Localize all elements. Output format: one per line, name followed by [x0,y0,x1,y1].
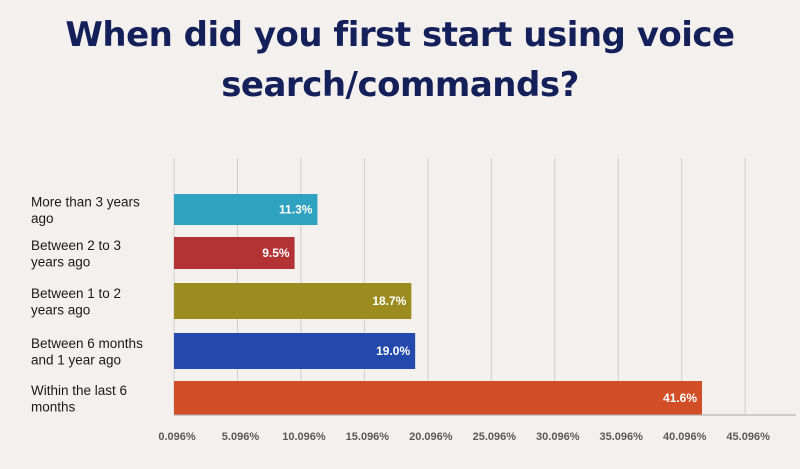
tick-label-6: 30.096% [536,431,580,443]
bar-1 [174,237,295,269]
tick-label-7: 35.096% [600,431,644,443]
tick-label-2: 10.096% [282,431,326,443]
value-labels: 11.3% 9.5% 18.7% 19.0% 41.6% [262,203,697,406]
category-label-1-line-0: Between 2 to 3 [31,238,121,253]
bar-4 [174,381,702,415]
tick-label-3: 15.096% [346,431,390,443]
category-label-3-line-0: Between 6 months [31,336,143,351]
chart-title: When did you first start using voice sea… [65,15,735,105]
value-label-3: 19.0% [376,344,410,358]
bar-2 [174,283,412,319]
tick-label-1: 5.096% [222,431,260,443]
value-label-1: 9.5% [262,246,290,260]
bar-0 [174,194,318,225]
category-label-0-line-1: ago [31,211,54,226]
value-label-0: 11.3% [279,203,313,217]
category-label-2-line-0: Between 1 to 2 [31,286,121,301]
category-label-0-line-0: More than 3 years [31,195,140,210]
category-label-1-line-1: years ago [31,255,90,270]
tick-label-0: 0.096% [158,431,196,443]
category-label-4-line-0: Within the last 6 [31,383,127,398]
bar-3 [174,333,416,369]
value-label-4: 41.6% [663,391,697,405]
category-label-4-line-1: months [31,400,76,415]
tick-label-5: 25.096% [473,431,517,443]
bars [174,194,702,415]
tick-label-4: 20.096% [409,431,453,443]
x-axis-tick-labels: 0.096% 5.096% 10.096% 15.096% 20.096% 25.096%… [158,431,770,443]
category-label-3-line-1: and 1 year ago [31,353,121,368]
value-label-2: 18.7% [372,294,406,308]
tick-label-8: 40.096% [663,431,707,443]
category-label-2-line-1: years ago [31,303,90,318]
tick-label-9: 45.096% [726,431,770,443]
